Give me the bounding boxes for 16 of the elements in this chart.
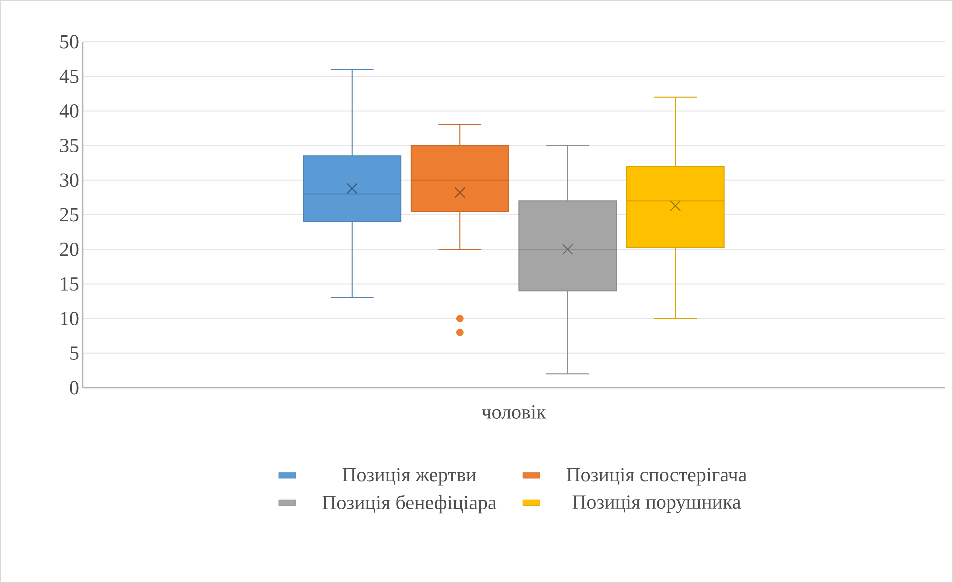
- y-tick-label: 15: [61, 277, 79, 291]
- y-tick-label: 5: [70, 346, 79, 360]
- y-tick-label: 45: [60, 70, 79, 84]
- legend-label: Позиція жертви: [342, 468, 476, 486]
- y-tick-label: 40: [60, 104, 79, 118]
- y-tick-label: 35: [60, 139, 79, 153]
- legend-label: Позиція спостерігача: [566, 468, 747, 486]
- y-tick-label: 25: [60, 208, 79, 222]
- y-tick-label: 50: [60, 35, 79, 49]
- y-tick-label: 20: [60, 242, 79, 256]
- y-tick-label: 0: [70, 381, 79, 395]
- y-tick-label: 10: [61, 312, 79, 326]
- legend-label: Позиція порушника: [572, 496, 742, 514]
- y-tick-label: 30: [60, 174, 79, 188]
- legend-label: Позиція бенефіціара: [322, 495, 497, 514]
- x-tick-label: чоловік: [482, 406, 546, 419]
